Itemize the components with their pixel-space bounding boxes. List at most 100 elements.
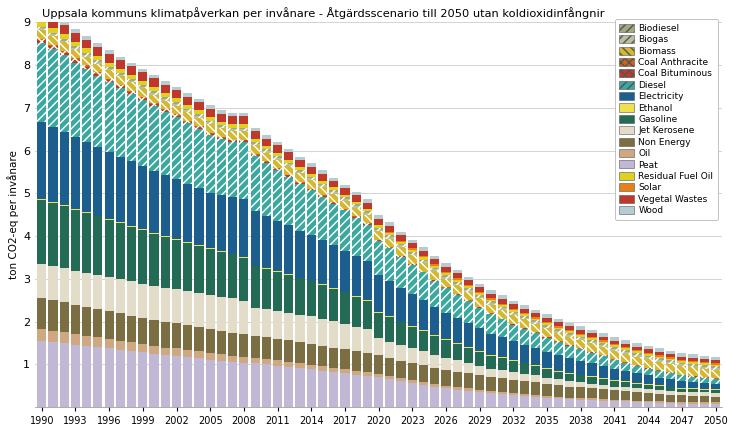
Bar [307,174,316,177]
Bar [374,229,383,231]
Bar [127,162,136,226]
Bar [49,34,57,36]
Bar [363,215,372,223]
Bar [318,240,327,284]
Bar [127,79,136,81]
Bar [194,110,204,114]
Bar [82,67,91,69]
Bar [138,87,147,88]
Bar [419,256,428,258]
Bar [93,62,102,64]
Bar [464,347,473,348]
Bar [520,362,529,363]
Bar [160,322,170,348]
Bar [239,142,249,199]
Bar [250,156,260,211]
Bar [542,352,552,368]
Bar [643,358,653,359]
Bar [542,323,552,325]
Bar [520,318,529,320]
Bar [149,78,159,87]
Bar [453,273,462,278]
Bar [127,227,136,281]
Bar [205,123,215,124]
Bar [509,315,518,324]
Bar [284,175,294,177]
Bar [295,171,305,173]
Bar [531,397,540,407]
Bar [632,355,642,357]
Bar [509,372,518,380]
Bar [385,232,394,233]
Bar [408,243,417,249]
Bar [520,374,529,381]
Bar [666,354,675,358]
Bar [273,272,282,311]
Bar [666,394,675,402]
Bar [160,175,170,236]
Bar [711,370,720,378]
Bar [643,402,653,407]
Bar [329,348,339,368]
Bar [172,87,181,90]
Bar [576,333,585,335]
Bar [565,373,574,374]
Bar [37,298,46,329]
Bar [307,163,316,167]
Bar [453,278,462,280]
Bar [442,358,450,370]
Bar [531,319,540,320]
Bar [700,362,709,363]
Bar [105,219,114,220]
Bar [643,359,653,368]
Bar [116,86,125,88]
Legend: Biodiesel, Biogas, Biomass, Coal Anthracite, Coal Bituminous, Diesel, Electricit: Biodiesel, Biogas, Biomass, Coal Anthrac… [615,19,718,220]
Bar [632,347,642,350]
Bar [598,333,608,336]
Bar [37,329,46,341]
Bar [284,152,294,160]
Bar [160,348,170,355]
Bar [374,240,383,241]
Bar [655,386,664,390]
Bar [464,292,473,300]
Bar [419,300,428,330]
Bar [307,365,316,369]
Bar [250,128,260,131]
Bar [93,61,102,62]
Bar [632,357,642,365]
Bar [262,364,271,407]
Bar [116,68,125,73]
Bar [49,203,57,266]
Bar [172,102,181,104]
Bar [655,355,664,357]
Bar [688,361,698,362]
Bar [453,282,462,284]
Bar [318,284,327,285]
Bar [60,343,68,407]
Bar [138,318,147,344]
Bar [239,113,249,116]
Bar [37,341,46,407]
Bar [295,315,305,343]
Bar [632,366,642,373]
Bar [363,203,372,209]
Bar [598,336,608,340]
Bar [565,331,574,333]
Bar [553,385,563,397]
Bar [621,363,630,371]
Bar [475,366,484,375]
Bar [307,281,316,317]
Bar [688,377,698,382]
Bar [486,301,495,303]
Bar [239,116,249,124]
Bar [105,68,114,70]
Bar [643,356,653,358]
Bar [430,281,439,307]
Bar [576,340,585,349]
Bar [340,324,350,349]
Bar [273,221,282,271]
Bar [520,314,529,316]
Bar [318,184,327,185]
Bar [329,204,339,246]
